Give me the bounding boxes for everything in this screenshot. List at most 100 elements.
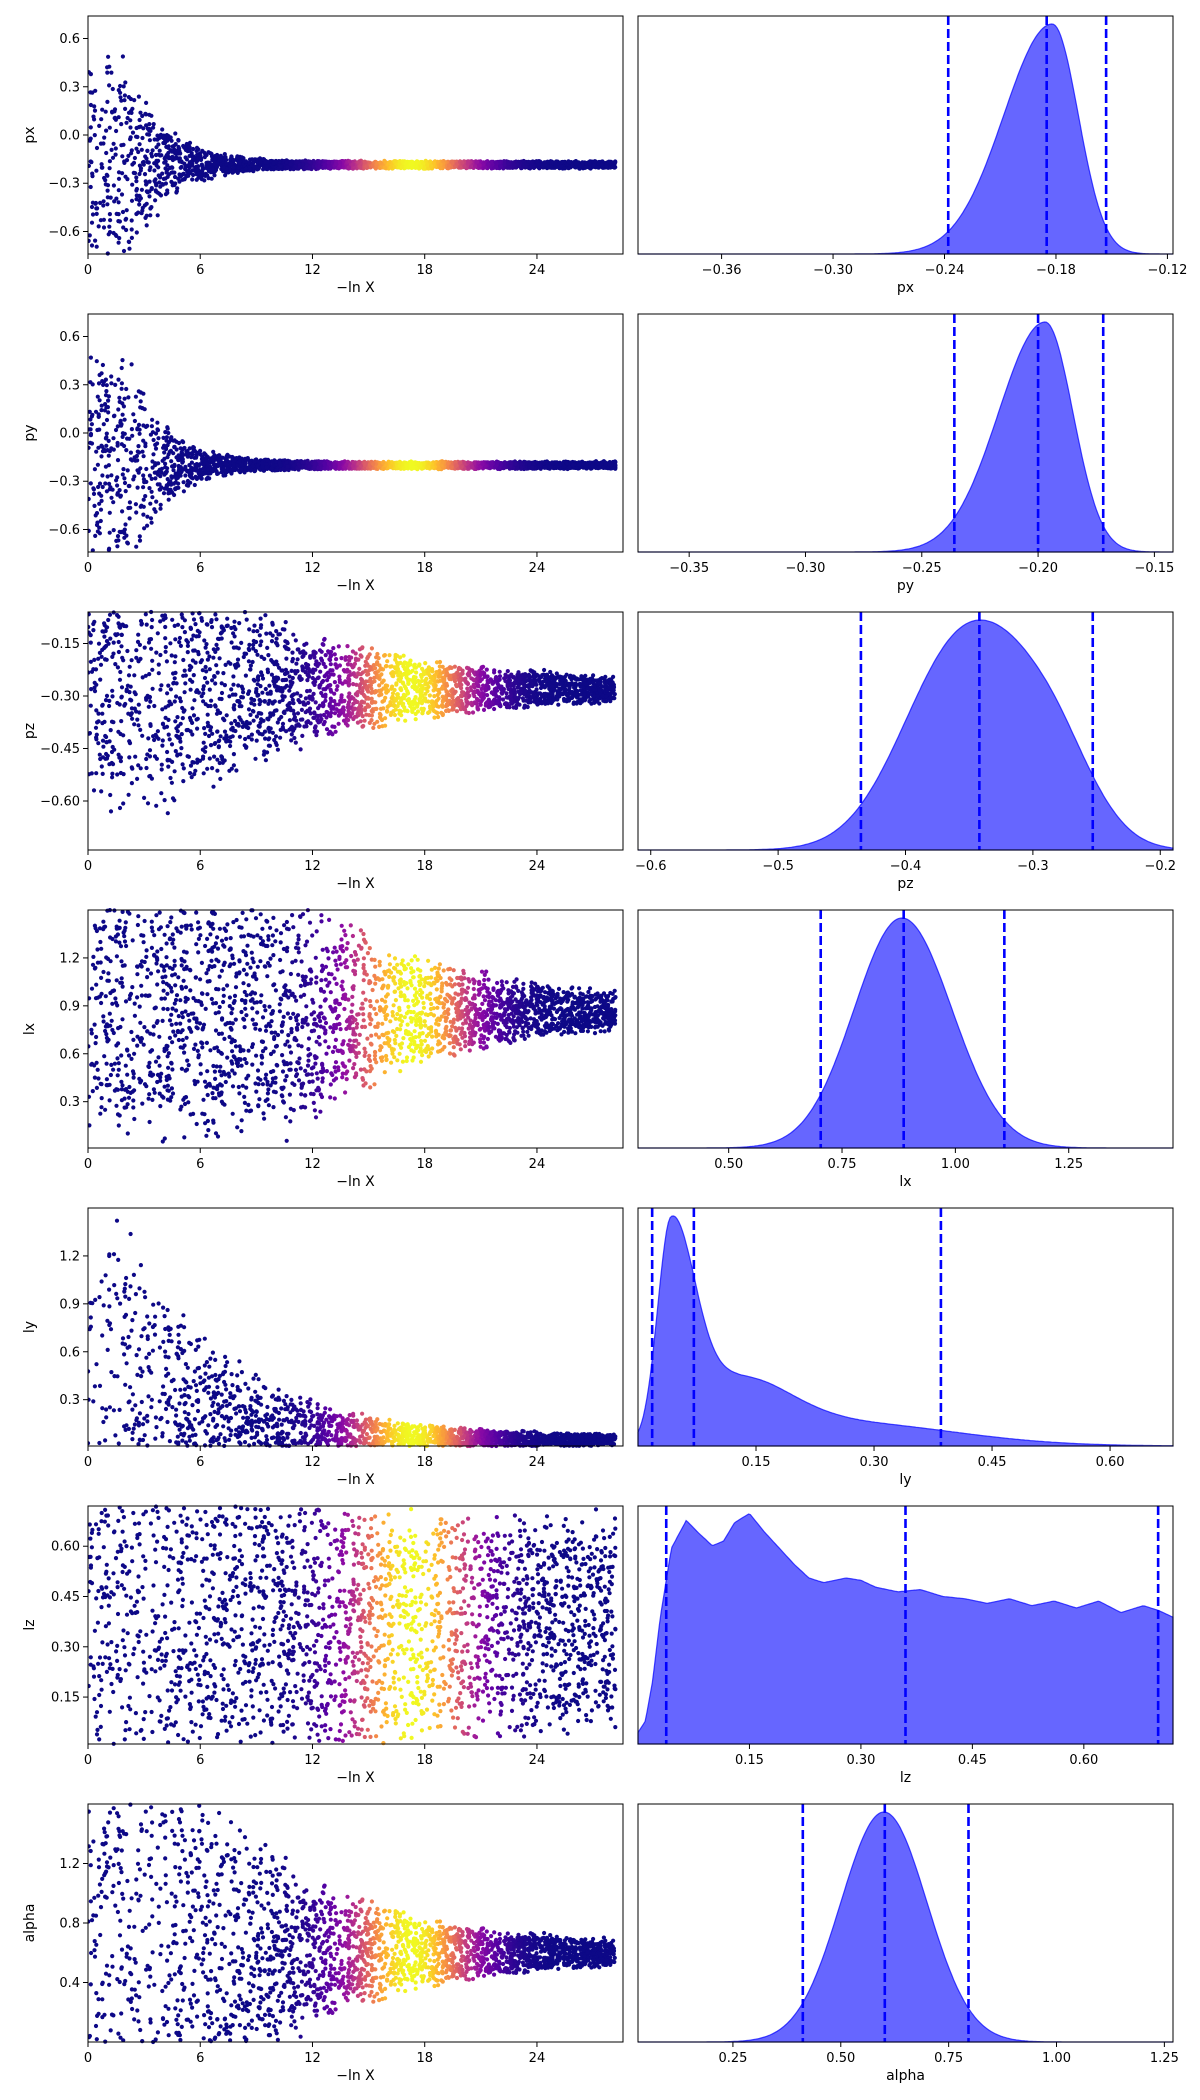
trace-point (613, 160, 618, 165)
trace-point (408, 162, 413, 167)
trace-point (163, 181, 168, 186)
trace-point (118, 90, 123, 95)
trace-point (120, 431, 125, 436)
trace-point (163, 192, 168, 197)
trace-point (350, 162, 355, 167)
trace-point (141, 497, 146, 502)
trace-point (148, 213, 153, 218)
trace-point (122, 98, 127, 103)
trace-point (120, 509, 125, 514)
trace-point (274, 468, 279, 473)
trace-point (113, 146, 118, 151)
trace-point (450, 159, 455, 164)
trace-point (104, 150, 109, 156)
trace-point (122, 480, 128, 486)
trace-point (428, 159, 433, 164)
y-tick-label: −0.3 (48, 177, 80, 192)
trace-point (115, 475, 120, 480)
trace-point (129, 198, 135, 203)
trace-point (328, 166, 333, 171)
trace-point (181, 489, 186, 494)
trace-point (209, 154, 215, 159)
trace-point (123, 174, 128, 179)
trace-point (181, 452, 186, 457)
trace-point (173, 151, 178, 156)
trace-point (154, 158, 159, 163)
trace-point (124, 120, 129, 125)
posterior-x-label: px (897, 280, 914, 296)
trace-point (356, 159, 361, 164)
trace-point (215, 471, 221, 476)
trace-point (176, 137, 181, 143)
trace-point (125, 541, 130, 546)
trace-point (137, 431, 142, 436)
trace-point (124, 448, 129, 453)
trace-point (378, 160, 383, 165)
trace-point (429, 163, 434, 169)
trace-point (593, 159, 599, 164)
trace-point (96, 224, 101, 229)
trace-point (173, 131, 178, 136)
trace-point (105, 405, 110, 410)
trace-point (163, 471, 168, 476)
trace-point (127, 516, 132, 521)
trace-points (88, 54, 618, 256)
trace-point (88, 163, 91, 168)
trace-point (109, 147, 114, 152)
trace-point (137, 538, 143, 543)
trace-point (144, 100, 149, 105)
trace-point (255, 463, 260, 469)
trace-point (112, 413, 117, 418)
trace-point (166, 145, 171, 150)
trace-point (134, 179, 139, 184)
trace-point (135, 449, 140, 454)
trace-point (284, 160, 289, 165)
trace-point (100, 362, 105, 368)
trace-point (168, 479, 173, 484)
trace-point (169, 474, 174, 479)
trace-point (199, 177, 204, 182)
trace-point (141, 454, 146, 459)
trace-point (125, 436, 130, 441)
trace-point (154, 499, 159, 504)
trace-point (143, 494, 148, 499)
trace-point (148, 165, 153, 170)
trace-point (393, 159, 398, 164)
trace-point (121, 248, 127, 254)
trace-point (147, 122, 152, 127)
trace-point (139, 211, 144, 216)
trace-point (124, 533, 129, 538)
trace-point (183, 466, 188, 472)
trace-point (559, 160, 564, 165)
trace-point (183, 147, 188, 153)
trace-point (548, 159, 553, 164)
trace-point (218, 463, 223, 468)
trace-point (418, 164, 423, 169)
trace-point (567, 465, 572, 470)
trace-point (152, 168, 157, 173)
trace-point (317, 164, 322, 169)
trace-point (88, 431, 94, 437)
trace-point (114, 196, 119, 201)
trace-point (107, 166, 112, 171)
trace-point (185, 451, 190, 456)
trace-point (382, 165, 387, 170)
trace-point (103, 481, 108, 486)
trace-point (176, 481, 181, 486)
trace-point (108, 195, 113, 200)
trace-point (92, 503, 97, 508)
trace-point (130, 130, 136, 135)
trace-point (89, 414, 94, 419)
trace-point (323, 162, 328, 167)
trace-point (596, 165, 601, 170)
trace-point (151, 452, 156, 457)
trace-point (178, 151, 183, 156)
trace-point (155, 420, 160, 425)
trace-point (109, 495, 114, 500)
trace-point (489, 159, 494, 164)
trace-point (111, 436, 116, 441)
trace-point (549, 165, 554, 170)
trace-point (196, 167, 201, 172)
trace-point (498, 164, 503, 169)
